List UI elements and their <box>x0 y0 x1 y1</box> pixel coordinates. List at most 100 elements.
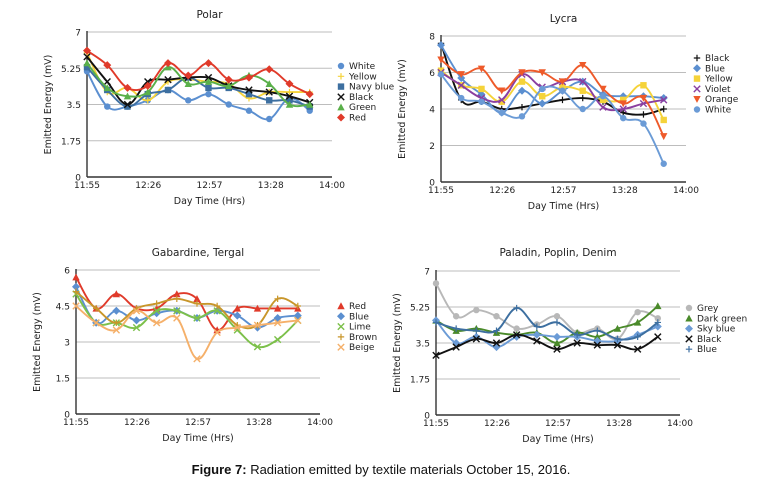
data-point <box>144 88 152 96</box>
y-tick-label: 5.25 <box>410 304 430 314</box>
x-tick-label: 14:00 <box>319 181 345 191</box>
data-point <box>573 339 581 347</box>
y-tick-label: 7 <box>75 29 81 39</box>
series-green <box>83 59 314 108</box>
data-point <box>112 306 121 315</box>
y-tick-label: 0 <box>75 174 81 184</box>
data-point <box>123 83 132 92</box>
y-tick-label: 4 <box>429 106 435 116</box>
series-beige <box>72 302 302 363</box>
x-tick-label: 11:55 <box>74 181 100 191</box>
x-tick-label: 13:28 <box>612 186 638 196</box>
data-point <box>245 86 253 94</box>
data-point <box>654 319 662 326</box>
data-point <box>124 103 131 110</box>
data-point <box>285 79 294 88</box>
y-tick-label: 6 <box>429 69 435 79</box>
data-point <box>573 331 581 338</box>
data-point <box>184 80 192 87</box>
x-tick-label: 13:28 <box>258 181 284 191</box>
legend-item: Black <box>693 54 730 64</box>
y-tick-label: 2 <box>429 142 435 152</box>
legend-item: Blue <box>685 345 717 355</box>
chart-title: Paladin, Poplin, Denim <box>499 247 616 259</box>
data-point <box>143 81 152 90</box>
data-point <box>286 88 293 96</box>
series-line <box>86 56 310 106</box>
y-tick-label: 3.5 <box>416 340 430 350</box>
data-point <box>306 100 314 108</box>
legend-label: Sky blue <box>697 325 736 335</box>
data-point <box>265 88 273 96</box>
data-point <box>533 337 541 345</box>
data-point <box>245 107 253 114</box>
data-point <box>92 305 100 312</box>
data-point <box>432 280 440 287</box>
data-point <box>614 335 621 343</box>
data-point <box>123 92 132 100</box>
legend-item: Yellow <box>693 75 733 85</box>
y-tick-label: 1.75 <box>61 137 81 147</box>
data-point <box>112 326 121 334</box>
data-point <box>640 82 647 89</box>
data-point <box>273 335 282 344</box>
data-point <box>273 319 282 327</box>
series-line <box>435 333 659 357</box>
data-point <box>539 93 546 100</box>
data-point <box>132 316 141 325</box>
legend-marker <box>693 75 701 82</box>
data-point <box>103 84 111 92</box>
data-point <box>224 75 233 84</box>
data-point <box>478 98 485 105</box>
data-point <box>579 62 587 69</box>
data-point <box>132 307 141 315</box>
legend-marker <box>337 302 345 310</box>
data-point <box>452 343 460 351</box>
data-point <box>225 101 232 108</box>
data-point <box>517 86 526 95</box>
data-point <box>553 345 561 353</box>
caption-label: Figure 7: <box>191 462 247 477</box>
data-point <box>639 94 648 102</box>
x-tick-label: 14:00 <box>307 418 333 428</box>
legend-item: Orange <box>693 95 739 105</box>
data-point <box>132 323 141 332</box>
data-point <box>532 330 541 339</box>
x-tick-label: 12:26 <box>124 418 150 428</box>
y-axis-label: Emitted Energy (mV) <box>392 293 403 393</box>
series-black <box>83 53 314 109</box>
data-point <box>112 290 121 298</box>
legend-marker <box>337 312 345 321</box>
caption-text: Radiation emitted by textile materials O… <box>246 462 571 477</box>
data-point <box>538 69 546 77</box>
data-point <box>452 325 460 332</box>
data-point <box>493 313 500 320</box>
data-point <box>245 90 253 98</box>
data-point <box>152 319 161 327</box>
data-point <box>173 290 181 298</box>
y-tick-label: 5.25 <box>61 65 81 75</box>
data-point <box>273 304 282 312</box>
legend-label: Lime <box>349 323 371 333</box>
series-line <box>440 71 664 112</box>
data-point <box>458 94 465 102</box>
legend-label: White <box>349 62 376 72</box>
data-point <box>593 333 602 341</box>
data-point <box>253 321 262 329</box>
y-tick-label: 0 <box>64 411 70 421</box>
data-point <box>437 56 445 64</box>
data-point <box>193 295 201 302</box>
data-point <box>552 332 561 341</box>
data-point <box>498 109 505 116</box>
legend-marker <box>693 54 701 62</box>
legend-item: White <box>693 106 732 116</box>
legend-label: Blue <box>349 312 369 322</box>
data-point <box>185 97 192 104</box>
legend-marker <box>337 343 345 351</box>
legend-label: Dark green <box>697 314 747 324</box>
legend-label: Blue <box>697 345 717 355</box>
data-point <box>640 111 647 118</box>
x-tick-label: 11:55 <box>63 418 89 428</box>
